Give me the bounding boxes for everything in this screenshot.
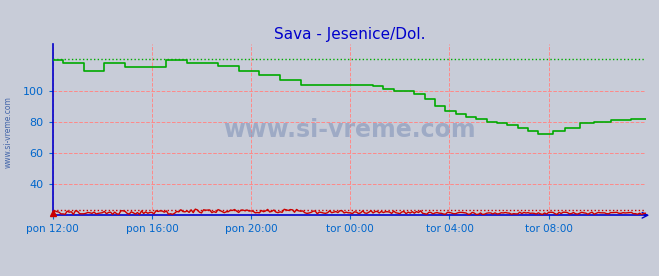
Text: www.si-vreme.com: www.si-vreme.com <box>3 97 13 168</box>
Text: www.si-vreme.com: www.si-vreme.com <box>223 118 476 142</box>
Title: Sava - Jesenice/Dol.: Sava - Jesenice/Dol. <box>273 26 425 42</box>
